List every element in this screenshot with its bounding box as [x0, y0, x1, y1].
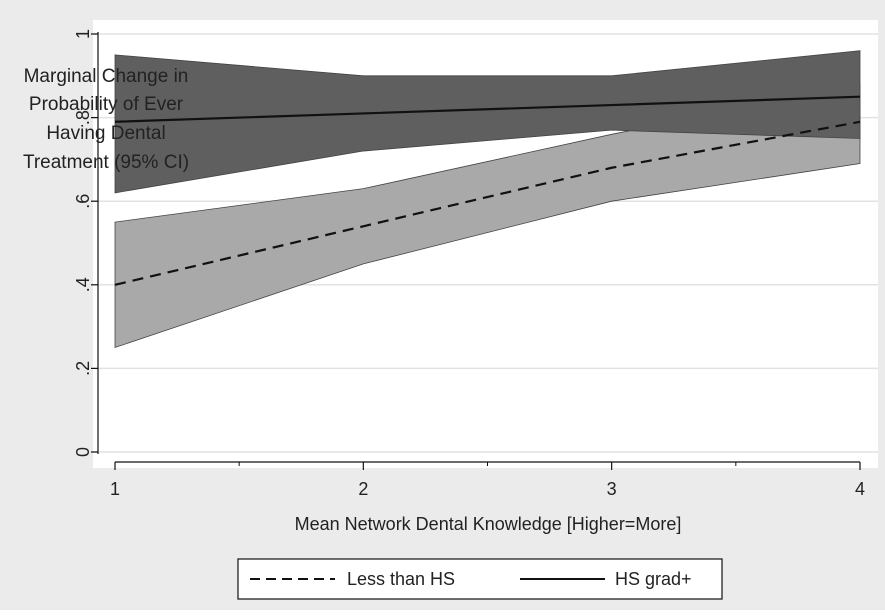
y-tick-label-1: .2: [73, 361, 93, 376]
y-tick-label-0: 0: [73, 447, 93, 457]
y-axis-title: Marginal Change in Probability of Ever H…: [23, 66, 189, 173]
legend: Less than HS HS grad+: [237, 558, 723, 600]
y-tick-label-2: .4: [73, 277, 93, 292]
y-axis-title-line-3: Having Dental: [46, 123, 165, 144]
y-axis-title-line-2: Probability of Ever: [29, 94, 184, 115]
legend-label-less-than-hs: Less than HS: [347, 569, 455, 589]
x-tick-label-0: 1: [110, 479, 120, 499]
ci-band-hs-grad: [114, 50, 861, 194]
y-tick-label-4: .8: [73, 110, 93, 125]
confidence-bands: [114, 50, 861, 349]
x-tick-label-1: 2: [358, 479, 368, 499]
x-tick-label-2: 3: [607, 479, 617, 499]
line-hs-grad: [114, 95, 861, 123]
legend-label-hs-grad: HS grad+: [615, 569, 692, 589]
y-tick-label-5: 1: [73, 29, 93, 39]
series-lines: [114, 95, 861, 286]
axes: 0 .2 .4 .6 .8 1 1 2 3 4: [73, 29, 865, 499]
ci-band-less-than-hs: [114, 83, 861, 349]
x-tick-label-3: 4: [855, 479, 865, 499]
y-axis-title-line-4: Treatment (95% CI): [23, 152, 189, 173]
x-axis-title: Mean Network Dental Knowledge [Higher=Mo…: [295, 514, 682, 534]
y-tick-label-3: .6: [73, 194, 93, 209]
y-axis-title-line-1: Marginal Change in: [24, 66, 189, 87]
line-less-than-hs: [114, 120, 861, 286]
